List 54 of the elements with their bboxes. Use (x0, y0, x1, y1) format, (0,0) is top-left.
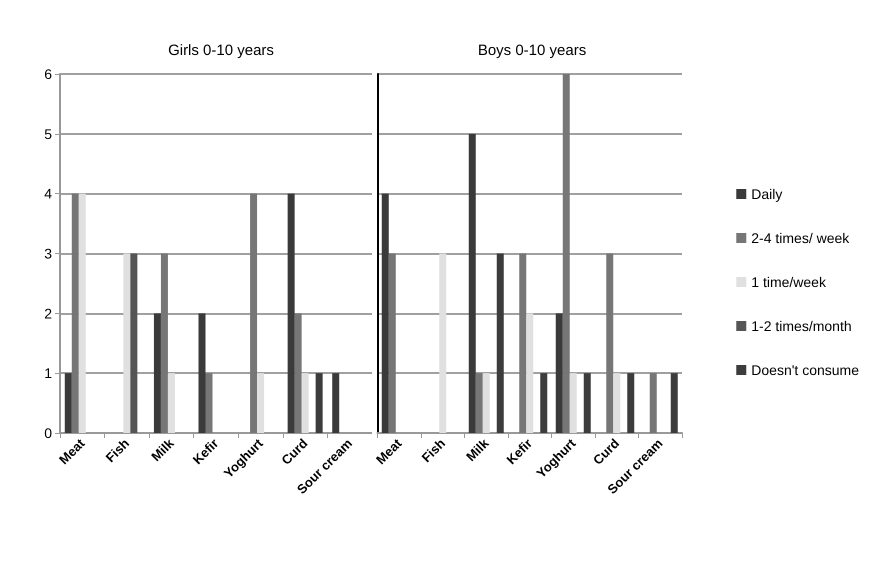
bar (562, 74, 570, 433)
bar (78, 194, 86, 433)
y-tick-label: 4 (44, 186, 52, 202)
y-tick-label: 2 (44, 305, 52, 322)
bar (130, 254, 138, 433)
bar (584, 373, 591, 433)
bar (302, 373, 309, 433)
bar (154, 313, 161, 433)
bar (160, 254, 168, 433)
bar (168, 373, 175, 433)
legend-label: Doesn't consume (751, 362, 860, 378)
bar (257, 373, 264, 433)
bar (540, 373, 548, 433)
bar (570, 373, 577, 433)
bar (496, 254, 504, 433)
bar (72, 194, 79, 433)
bar (519, 254, 526, 433)
x-tick-label: Milk (148, 435, 178, 464)
x-tick-label: Fish (102, 436, 132, 466)
bar (526, 313, 534, 433)
legend-label: 1-2 times/month (751, 318, 852, 334)
bar (468, 134, 476, 433)
bar (316, 373, 323, 433)
y-tick-label: 0 (44, 425, 52, 441)
bar (250, 194, 258, 433)
legend-label: Daily (751, 186, 782, 202)
bar (388, 254, 396, 433)
y-tick-label: 5 (44, 126, 52, 142)
chart-title: Boys 0-10 years (478, 42, 586, 59)
y-tick-label: 1 (44, 365, 52, 382)
legend-label: 1 time/week (751, 274, 827, 290)
chart-title: Girls 0-10 years (168, 42, 274, 59)
bar (556, 313, 563, 433)
bar (288, 194, 295, 433)
x-tick-label: Milk (463, 435, 492, 464)
y-tick-label: 3 (44, 246, 52, 262)
bar (606, 254, 614, 433)
bar (613, 373, 620, 433)
bar (482, 373, 490, 433)
bar (332, 373, 340, 433)
bar (670, 373, 678, 433)
bar (439, 254, 446, 433)
y-tick-label: 6 (44, 66, 52, 82)
bar (206, 373, 212, 433)
bar (650, 373, 657, 433)
bar (294, 313, 302, 433)
x-tick-label: Fish (418, 436, 448, 466)
bar (627, 373, 634, 433)
bar (64, 373, 72, 433)
bar (123, 254, 130, 433)
bar (382, 194, 389, 433)
bar (198, 313, 206, 433)
bar (476, 373, 483, 433)
legend-label: 2-4 times/ week (751, 230, 850, 246)
